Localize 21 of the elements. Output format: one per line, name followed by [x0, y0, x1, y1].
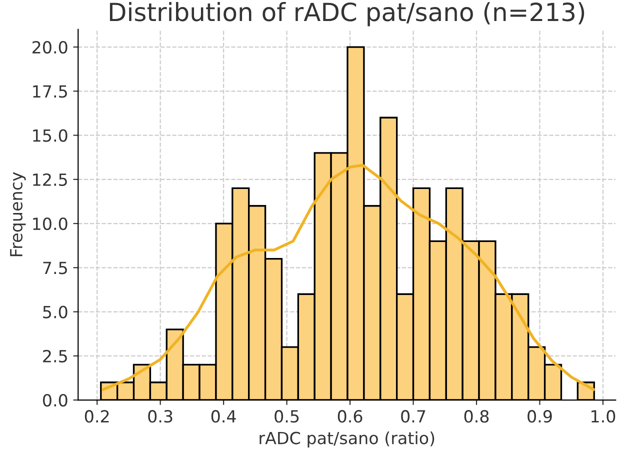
- x-tick-label: 1.0: [592, 410, 616, 423]
- y-tick-label: 2.5: [43, 350, 67, 362]
- y-tick-label: 10.0: [33, 217, 68, 230]
- y-tick-label: 5.0: [43, 306, 68, 318]
- y-axis-title: Frequency: [10, 172, 26, 256]
- x-axis-title: rADC pat/sano (ratio): [260, 431, 434, 448]
- x-tick-label: 0.6: [338, 410, 362, 423]
- chart-title: Distribution of rADC pat/sano (n=213): [110, 2, 584, 26]
- y-tick-label: 7.5: [43, 262, 67, 274]
- y-tick-label: 17.5: [33, 85, 67, 98]
- x-tick-label: 0.4: [211, 410, 236, 423]
- x-tick-label: 0.7: [401, 410, 426, 423]
- x-tick-label: 0.2: [84, 410, 109, 423]
- x-tick-label: 0.9: [528, 410, 552, 423]
- y-tick-label: 20.0: [32, 40, 68, 54]
- y-tick-label: 15.0: [33, 129, 68, 142]
- x-tick-label: 0.5: [274, 410, 299, 423]
- y-tick-label: 0.0: [42, 394, 68, 407]
- y-tick-label: 12.5: [33, 173, 67, 186]
- x-tick-label: 0.8: [464, 410, 489, 423]
- x-tick-label: 0.3: [148, 410, 172, 423]
